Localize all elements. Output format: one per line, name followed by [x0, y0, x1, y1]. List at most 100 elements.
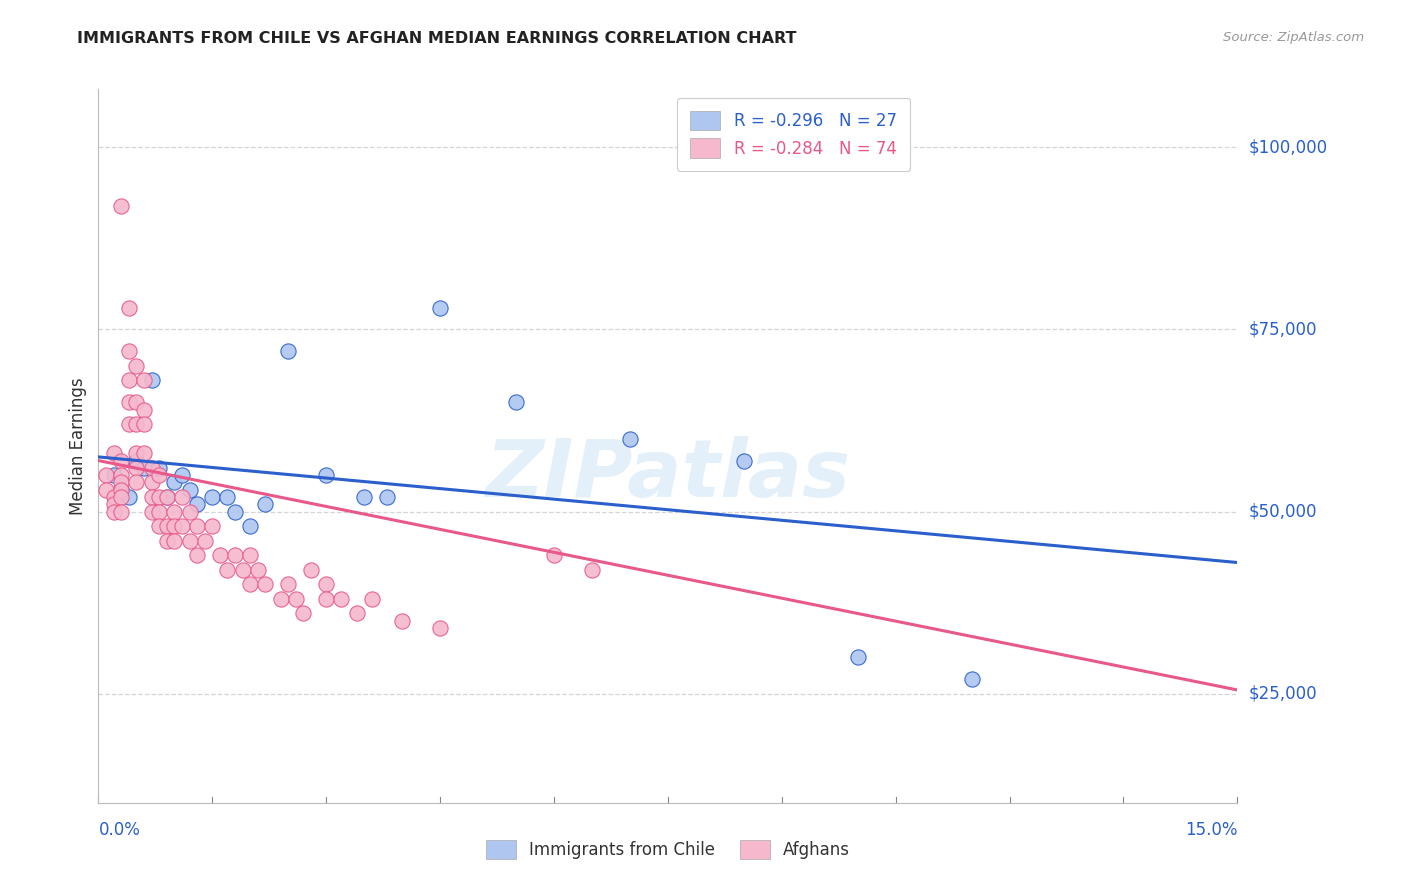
Point — [179, 483, 201, 497]
Point — [118, 301, 141, 315]
Point — [132, 402, 155, 417]
Point — [141, 504, 163, 518]
Point — [163, 504, 186, 518]
Point — [148, 490, 170, 504]
Point — [360, 591, 382, 606]
Point — [330, 591, 353, 606]
Point — [543, 822, 565, 836]
Point — [254, 497, 277, 511]
Text: $75,000: $75,000 — [1249, 320, 1317, 338]
Point — [315, 591, 337, 606]
Point — [163, 533, 186, 548]
Point — [110, 483, 132, 497]
Point — [163, 475, 186, 490]
Point — [170, 468, 193, 483]
Point — [505, 395, 527, 409]
Point — [186, 519, 208, 533]
Point — [103, 504, 125, 518]
Point — [94, 468, 117, 483]
Point — [201, 490, 224, 504]
Point — [960, 672, 983, 686]
Text: IMMIGRANTS FROM CHILE VS AFGHAN MEDIAN EARNINGS CORRELATION CHART: IMMIGRANTS FROM CHILE VS AFGHAN MEDIAN E… — [77, 31, 797, 46]
Point — [118, 490, 141, 504]
Point — [156, 533, 179, 548]
Point — [186, 497, 208, 511]
Point — [118, 344, 141, 359]
Text: $50,000: $50,000 — [1249, 502, 1317, 521]
Text: $25,000: $25,000 — [1249, 684, 1317, 703]
Point — [239, 519, 262, 533]
Point — [284, 591, 307, 606]
Point — [103, 446, 125, 460]
Point — [277, 344, 299, 359]
Point — [125, 395, 148, 409]
Point — [163, 519, 186, 533]
Point — [186, 548, 208, 562]
Point — [429, 301, 451, 315]
Point — [125, 359, 148, 373]
Point — [224, 548, 246, 562]
Point — [846, 650, 869, 665]
Point — [254, 577, 277, 591]
Point — [277, 577, 299, 591]
Point — [156, 490, 179, 504]
Text: Source: ZipAtlas.com: Source: ZipAtlas.com — [1223, 31, 1364, 45]
Point — [118, 374, 141, 388]
Point — [103, 468, 125, 483]
Legend: Immigrants from Chile, Afghans: Immigrants from Chile, Afghans — [479, 833, 856, 866]
Point — [110, 490, 132, 504]
Point — [141, 490, 163, 504]
Point — [125, 417, 148, 432]
Point — [217, 563, 239, 577]
Point — [581, 563, 603, 577]
Point — [201, 519, 224, 533]
Point — [246, 563, 269, 577]
Point — [208, 548, 231, 562]
Point — [292, 607, 315, 621]
Point — [110, 468, 132, 483]
Text: $100,000: $100,000 — [1249, 138, 1327, 156]
Point — [270, 591, 292, 606]
Point — [299, 563, 322, 577]
Point — [429, 621, 451, 635]
Point — [733, 453, 755, 467]
Text: 0.0%: 0.0% — [98, 821, 141, 839]
Point — [156, 490, 179, 504]
Point — [103, 490, 125, 504]
Text: ZIPatlas: ZIPatlas — [485, 435, 851, 514]
Point — [353, 490, 375, 504]
Point — [543, 548, 565, 562]
Point — [125, 475, 148, 490]
Point — [148, 468, 170, 483]
Point — [141, 475, 163, 490]
Point — [125, 446, 148, 460]
Point — [110, 453, 132, 467]
Point — [170, 519, 193, 533]
Point — [148, 519, 170, 533]
Point — [391, 614, 413, 628]
Point — [179, 504, 201, 518]
Point — [239, 548, 262, 562]
Text: 15.0%: 15.0% — [1185, 821, 1237, 839]
Point — [148, 460, 170, 475]
Point — [217, 490, 239, 504]
Point — [110, 504, 132, 518]
Point — [125, 460, 148, 475]
Point — [346, 607, 368, 621]
Point — [110, 199, 132, 213]
Point — [224, 504, 246, 518]
Point — [619, 432, 641, 446]
Point — [110, 475, 132, 490]
Point — [232, 563, 254, 577]
Point — [179, 533, 201, 548]
Point — [132, 446, 155, 460]
Point — [315, 577, 337, 591]
Point — [118, 417, 141, 432]
Point — [132, 460, 155, 475]
Point — [315, 468, 337, 483]
Point — [103, 497, 125, 511]
Point — [132, 374, 155, 388]
Point — [125, 453, 148, 467]
Point — [375, 490, 398, 504]
Point — [148, 504, 170, 518]
